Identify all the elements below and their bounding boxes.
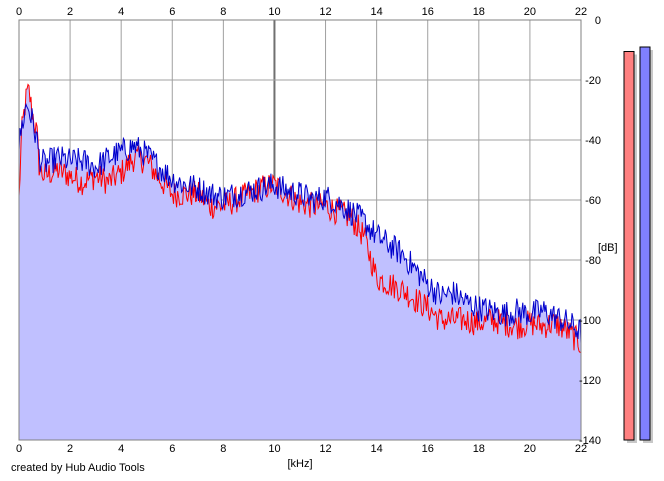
y-tick-label: 0: [595, 15, 601, 27]
credit-text: created by Hub Audio Tools: [11, 462, 145, 474]
area-fill: [19, 84, 581, 440]
x-tick-label-bottom: 12: [319, 443, 331, 455]
series-lines: [18, 83, 582, 353]
x-tick-label-bottom: 20: [524, 443, 536, 455]
y-tick-label: -100: [579, 315, 601, 327]
x-tick-label-top: 14: [371, 6, 383, 18]
y-tick-label: -120: [579, 375, 601, 387]
y-tick-label: -140: [579, 435, 601, 447]
x-tick-label-bottom: 6: [169, 443, 175, 455]
x-tick-labels-bottom: 0 2 4 6 8 10 12 14 16 18 20 22: [16, 443, 587, 455]
y-tick-label: -20: [585, 75, 601, 87]
spectrum-area: [19, 84, 581, 440]
x-tick-label-bottom: 16: [422, 443, 434, 455]
x-tick-label-bottom: 10: [268, 443, 280, 455]
plot-frame: [18, 19, 582, 441]
x-tick-label-bottom: 14: [371, 443, 383, 455]
x-tick-label-bottom: 22: [575, 443, 587, 455]
x-tick-label-bottom: 4: [118, 443, 124, 455]
x-tick-label-top: 4: [118, 6, 124, 18]
x-tick-label-top: 16: [422, 6, 434, 18]
x-tick-label-bottom: 18: [473, 443, 485, 455]
x-tick-label-top: 18: [473, 6, 485, 18]
x-tick-label-bottom: 2: [67, 443, 73, 455]
x-tick-label-top: 0: [16, 6, 22, 18]
x-tick-label-top: 22: [575, 6, 587, 18]
x-tick-label-top: 10: [268, 6, 280, 18]
y-axis-label: [dB]: [598, 242, 618, 254]
axes: [18, 19, 582, 441]
x-tick-label-top: 8: [220, 6, 226, 18]
level-meter-blue: [639, 46, 651, 441]
x-tick-labels-top: 0 2 4 6 8 10 12 14 16 18 20 22: [16, 6, 587, 18]
x-axis-label: [kHz]: [287, 458, 312, 470]
y-tick-labels: 0 -20 -40 -60 -80 -100 -120 -140: [579, 15, 601, 447]
x-tick-label-top: 2: [67, 6, 73, 18]
x-tick-label-top: 12: [319, 6, 331, 18]
level-meters: [623, 46, 653, 443]
y-tick-label: -40: [585, 135, 601, 147]
series-line-blue: [18, 102, 582, 344]
x-tick-label-bottom: 0: [16, 443, 22, 455]
x-tick-label-top: 20: [524, 6, 536, 18]
x-tick-label-top: 6: [169, 6, 175, 18]
level-meter-red: [623, 51, 635, 441]
y-tick-label: -60: [585, 195, 601, 207]
x-tick-label-bottom: 8: [220, 443, 226, 455]
y-tick-label: -80: [585, 255, 601, 267]
